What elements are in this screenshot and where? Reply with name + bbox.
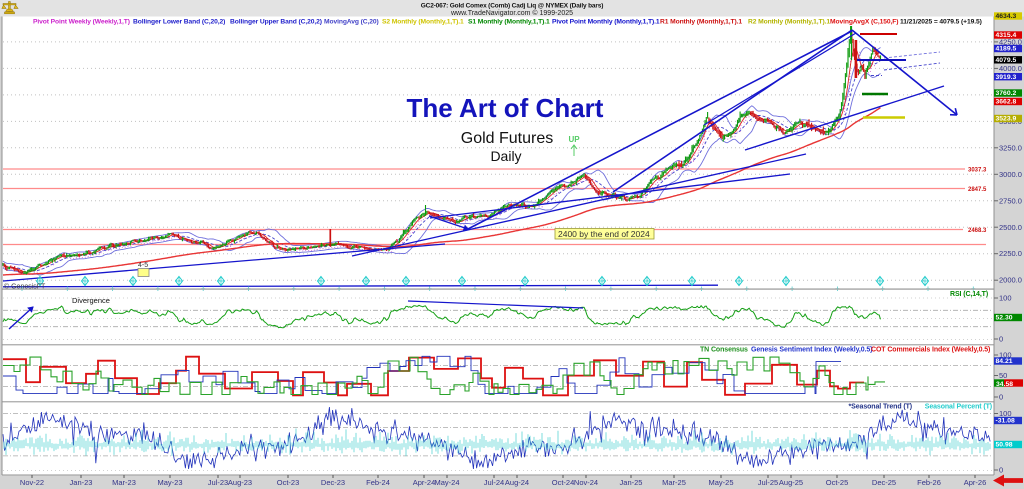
svg-text:4189.5: 4189.5: [996, 46, 1017, 53]
svg-text:Gold Futures: Gold Futures: [461, 130, 553, 147]
svg-text:*Seasonal Trend (T): *Seasonal Trend (T): [849, 404, 912, 411]
svg-text:4634.3: 4634.3: [996, 13, 1017, 20]
svg-text:2847.5: 2847.5: [968, 187, 987, 193]
svg-text:3760.2: 3760.2: [996, 90, 1017, 97]
svg-text:11/21/2025 = 4079.5 (+19.5): 11/21/2025 = 4079.5 (+19.5): [900, 19, 982, 26]
svg-text:Apr-26: Apr-26: [964, 478, 987, 487]
svg-text:TN Consensus: TN Consensus: [700, 347, 748, 354]
svg-text:Bollinger Lower Band (C,20,2): Bollinger Lower Band (C,20,2): [133, 19, 225, 26]
svg-text:Mar-23: Mar-23: [112, 478, 136, 487]
svg-text:Oct-25: Oct-25: [826, 478, 849, 487]
svg-text:50.98: 50.98: [996, 442, 1013, 449]
svg-text:UP: UP: [568, 135, 580, 144]
svg-text:May-23: May-23: [157, 478, 182, 487]
svg-text:34.58: 34.58: [996, 381, 1013, 388]
svg-text:0: 0: [999, 393, 1003, 402]
svg-text:May-24: May-24: [434, 478, 459, 487]
svg-text:52.30: 52.30: [996, 315, 1013, 322]
svg-text:Jul-25: Jul-25: [758, 478, 778, 487]
svg-text:Dec-25: Dec-25: [872, 478, 896, 487]
svg-text:4079.5: 4079.5: [996, 57, 1017, 64]
svg-text:Nov-24: Nov-24: [574, 478, 598, 487]
svg-text:Pivot Point Weekly (Weekly,1,T: Pivot Point Weekly (Weekly,1,T): [33, 19, 130, 26]
svg-text:S1 Monthly (Monthly,1,T).1: S1 Monthly (Monthly,1,T).1: [468, 19, 550, 26]
svg-text:www.TradeNavigator.com © 1999-: www.TradeNavigator.com © 1999-2025: [450, 9, 573, 17]
svg-text:Jul-24: Jul-24: [484, 478, 504, 487]
svg-text:Oct-24: Oct-24: [552, 478, 575, 487]
svg-text:Oct-23: Oct-23: [277, 478, 300, 487]
svg-text:2000.0: 2000.0: [999, 276, 1022, 285]
svg-text:3523.9: 3523.9: [996, 116, 1017, 123]
svg-text:2468.3: 2468.3: [968, 228, 987, 234]
svg-text:3000.0: 3000.0: [999, 170, 1022, 179]
svg-text:4250.0: 4250.0: [999, 37, 1022, 46]
svg-text:Dec-23: Dec-23: [321, 478, 345, 487]
svg-text:Pivot Point Monthly (Monthly,1: Pivot Point Monthly (Monthly,1,T).1: [552, 19, 660, 26]
svg-text:Aug-23: Aug-23: [228, 478, 252, 487]
svg-text:2750.0: 2750.0: [999, 196, 1022, 205]
svg-text:2250.0: 2250.0: [999, 249, 1022, 258]
svg-text:R1 Monthly (Monthly,1,T).1: R1 Monthly (Monthly,1,T).1: [660, 19, 742, 26]
svg-text:100: 100: [999, 409, 1012, 418]
svg-text:Nov-22: Nov-22: [20, 478, 44, 487]
svg-text:COT Commercials Index (Weekly,: COT Commercials Index (Weekly,0.5): [871, 347, 990, 354]
svg-text:Jul-23: Jul-23: [208, 478, 228, 487]
svg-text:3919.3: 3919.3: [996, 74, 1017, 81]
svg-text:Bollinger Upper Band (C,20,2): Bollinger Upper Band (C,20,2): [230, 19, 322, 26]
svg-text:Daily: Daily: [490, 148, 521, 164]
svg-text:GC2-067: Gold Comex (Comb) Ca: GC2-067: Gold Comex (Comb) Cadj Liq @ NY…: [421, 3, 604, 10]
svg-text:Feb-26: Feb-26: [917, 478, 941, 487]
svg-text:3250.0: 3250.0: [999, 143, 1022, 152]
svg-text:100: 100: [999, 351, 1012, 360]
svg-text:3662.8: 3662.8: [996, 99, 1017, 106]
svg-text:Aug-25: Aug-25: [779, 478, 803, 487]
svg-text:© GenesisFT: © GenesisFT: [4, 283, 46, 291]
svg-text:Aug-24: Aug-24: [505, 478, 529, 487]
svg-text:3037.3: 3037.3: [968, 168, 987, 174]
svg-text:2400 by the end of 2024: 2400 by the end of 2024: [558, 229, 650, 239]
svg-text:Seasonal Percent (T): Seasonal Percent (T): [925, 404, 992, 411]
svg-text:Feb-24: Feb-24: [366, 478, 390, 487]
svg-text:S2 Monthly (Monthly,1,T).1: S2 Monthly (Monthly,1,T).1: [382, 19, 464, 26]
svg-text:May-25: May-25: [708, 478, 733, 487]
svg-text:0: 0: [999, 466, 1003, 475]
svg-text:4-5: 4-5: [138, 262, 148, 269]
svg-text:50: 50: [999, 371, 1007, 380]
svg-text:Jan-25: Jan-25: [620, 478, 643, 487]
svg-text:MovingAvg (C,20): MovingAvg (C,20): [324, 19, 379, 26]
svg-text:100: 100: [999, 294, 1012, 303]
svg-text:4315.4: 4315.4: [996, 32, 1017, 39]
svg-text:Mar-25: Mar-25: [662, 478, 686, 487]
svg-text:4000.0: 4000.0: [999, 64, 1022, 73]
svg-text:MovingAvgX (C,150,F): MovingAvgX (C,150,F): [830, 19, 898, 26]
svg-text:Genesis Sentiment Index (Weekl: Genesis Sentiment Index (Weekly,0.5): [751, 347, 872, 354]
svg-text:The Art of Chart: The Art of Chart: [407, 93, 604, 123]
svg-text:2500.0: 2500.0: [999, 223, 1022, 232]
svg-text:RSI (C,14,T): RSI (C,14,T): [950, 291, 988, 298]
svg-text:Jan-23: Jan-23: [70, 478, 93, 487]
svg-text:R2 Monthly (Monthly,1,T).1: R2 Monthly (Monthly,1,T).1: [748, 19, 830, 26]
svg-text:0: 0: [999, 335, 1003, 344]
svg-text:Apr-24: Apr-24: [413, 478, 436, 487]
svg-text:-31.08: -31.08: [996, 418, 1015, 425]
svg-text:Divergence: Divergence: [72, 296, 110, 305]
svg-text:84.21: 84.21: [996, 358, 1013, 365]
